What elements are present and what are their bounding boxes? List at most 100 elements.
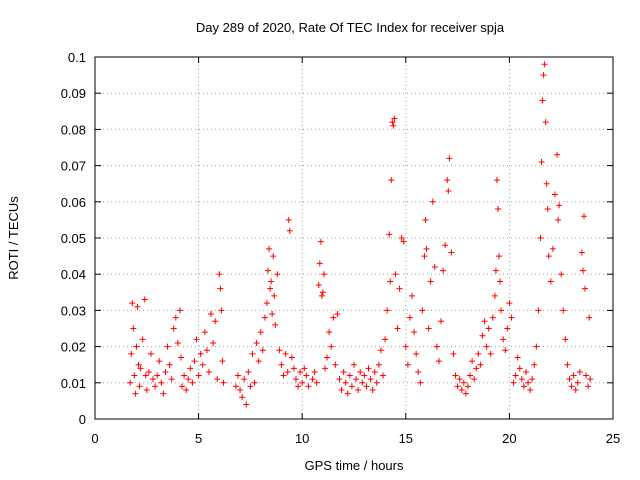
data-point: [487, 350, 494, 357]
data-point: [464, 383, 471, 390]
data-point: [512, 372, 519, 379]
data-point: [139, 336, 146, 343]
data-point: [554, 151, 561, 158]
data-point: [396, 285, 403, 292]
data-point: [471, 376, 478, 383]
data-point: [518, 376, 525, 383]
data-point: [445, 187, 452, 194]
data-point: [538, 158, 545, 165]
data-point: [232, 383, 239, 390]
data-point: [219, 358, 226, 365]
data-point: [520, 383, 527, 390]
data-point: [162, 368, 169, 375]
data-point: [579, 267, 586, 274]
data-point: [377, 347, 384, 354]
data-point: [572, 387, 579, 394]
data-point: [421, 253, 428, 260]
data-point: [276, 347, 283, 354]
data-point: [257, 329, 264, 336]
x-tick-label: 10: [295, 431, 309, 446]
y-tick-label: 0.06: [61, 195, 86, 210]
data-point: [218, 307, 225, 314]
data-point: [261, 314, 268, 321]
data-point: [390, 122, 397, 129]
data-point: [299, 379, 306, 386]
data-point: [336, 376, 343, 383]
data-point: [363, 383, 370, 390]
data-point: [375, 361, 382, 368]
data-point: [245, 368, 252, 375]
data-point: [145, 368, 152, 375]
data-point: [497, 278, 504, 285]
data-point: [529, 376, 536, 383]
data-point: [402, 343, 409, 350]
data-point: [460, 379, 467, 386]
data-point: [400, 238, 407, 245]
data-point: [562, 336, 569, 343]
data-point: [286, 227, 293, 234]
data-point: [263, 300, 270, 307]
data-point: [394, 325, 401, 332]
data-point: [205, 368, 212, 375]
data-point: [214, 376, 221, 383]
data-point: [442, 242, 449, 249]
data-point: [216, 271, 223, 278]
data-point: [340, 368, 347, 375]
data-point: [346, 372, 353, 379]
data-point: [353, 376, 360, 383]
data-point: [388, 177, 395, 184]
data-point: [522, 368, 529, 375]
data-point: [578, 249, 585, 256]
data-point: [309, 376, 316, 383]
data-point: [255, 358, 262, 365]
data-point: [423, 245, 430, 252]
data-point: [516, 365, 523, 372]
data-point: [504, 325, 511, 332]
data-point: [351, 361, 357, 368]
data-point: [131, 372, 138, 379]
data-point: [391, 115, 398, 122]
data-point: [303, 372, 310, 379]
data-point: [208, 311, 215, 318]
data-point: [365, 365, 372, 372]
data-point: [127, 379, 134, 386]
data-point: [427, 278, 434, 285]
data-point: [382, 336, 389, 343]
data-point: [398, 235, 405, 241]
data-point: [433, 343, 440, 350]
data-point: [500, 336, 507, 343]
data-point: [141, 296, 148, 303]
data-point: [531, 361, 538, 368]
data-point: [319, 289, 326, 296]
data-point: [540, 72, 547, 79]
data-point: [355, 387, 362, 394]
data-point: [448, 249, 455, 256]
data-point: [483, 343, 490, 350]
data-point: [555, 216, 562, 223]
data-point: [425, 325, 432, 332]
data-point: [201, 329, 208, 336]
x-axis-label: GPS time / hours: [305, 458, 404, 473]
data-point: [419, 307, 426, 314]
data-point: [583, 372, 590, 379]
data-point: [164, 343, 171, 350]
data-point: [152, 383, 159, 390]
y-tick-label: 0.05: [61, 231, 86, 246]
data-point: [576, 368, 583, 375]
data-point: [525, 379, 532, 386]
data-point: [570, 372, 577, 379]
data-point: [456, 376, 463, 383]
data-point: [389, 119, 396, 126]
data-point: [409, 292, 416, 299]
data-point: [558, 271, 565, 278]
data-point: [454, 383, 461, 390]
data-point: [560, 307, 567, 314]
data-point: [549, 245, 556, 252]
data-point: [387, 278, 394, 285]
data-point: [446, 155, 453, 162]
data-point: [156, 358, 163, 365]
data-point: [321, 365, 328, 372]
data-point: [467, 372, 474, 379]
data-point: [128, 350, 135, 357]
data-point: [452, 372, 459, 379]
